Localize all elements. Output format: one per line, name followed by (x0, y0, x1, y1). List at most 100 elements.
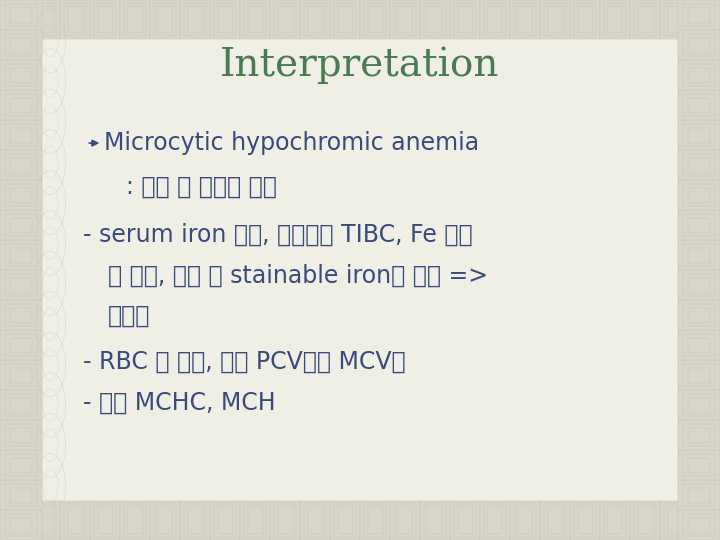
Bar (683, 124, 715, 146)
Bar (688, 517, 710, 532)
Bar (270, 501, 300, 540)
Bar (544, 3, 567, 36)
Bar (688, 368, 710, 382)
Bar (217, 5, 233, 33)
Bar (277, 507, 292, 535)
Bar (688, 488, 710, 503)
Bar (214, 504, 236, 537)
Bar (540, 0, 570, 39)
Bar (683, 4, 715, 26)
Bar (450, 501, 480, 540)
Bar (5, 124, 37, 146)
Bar (10, 368, 32, 382)
Text: Interpretation: Interpretation (220, 46, 500, 84)
Bar (678, 0, 720, 30)
Bar (360, 0, 390, 39)
Bar (600, 501, 630, 540)
Bar (7, 5, 22, 33)
Bar (683, 394, 715, 416)
Bar (690, 501, 720, 540)
Bar (698, 507, 713, 535)
Bar (5, 153, 37, 177)
Bar (518, 507, 533, 535)
Bar (678, 390, 720, 420)
Bar (394, 3, 416, 36)
Bar (277, 5, 292, 33)
Bar (367, 5, 382, 33)
Bar (634, 504, 657, 537)
Bar (10, 278, 32, 293)
Bar (120, 501, 150, 540)
Bar (577, 507, 593, 535)
Bar (120, 0, 150, 39)
Bar (364, 3, 387, 36)
Bar (678, 240, 720, 270)
Bar (10, 37, 32, 52)
Bar (688, 307, 710, 322)
Bar (678, 330, 720, 360)
Bar (10, 247, 32, 262)
Text: - 낙은 MCHC, MCH: - 낙은 MCHC, MCH (83, 390, 276, 414)
Bar (683, 64, 715, 86)
Bar (423, 504, 446, 537)
Bar (577, 5, 593, 33)
Bar (5, 184, 37, 206)
Bar (678, 420, 720, 450)
Bar (10, 517, 32, 532)
Bar (683, 184, 715, 206)
Bar (450, 0, 480, 39)
Bar (68, 507, 83, 535)
Bar (4, 3, 27, 36)
Bar (603, 504, 626, 537)
Bar (688, 428, 710, 442)
Bar (423, 3, 446, 36)
Bar (63, 3, 86, 36)
Bar (683, 303, 715, 326)
Bar (184, 504, 207, 537)
Bar (518, 5, 533, 33)
Bar (274, 504, 297, 537)
Bar (360, 501, 390, 540)
Bar (510, 501, 540, 540)
Bar (0, 180, 42, 210)
Bar (0, 30, 42, 60)
Bar (513, 3, 536, 36)
Bar (5, 244, 37, 266)
Bar (688, 127, 710, 143)
Bar (10, 218, 32, 233)
Bar (688, 158, 710, 172)
Bar (480, 501, 510, 540)
Bar (68, 5, 83, 33)
Bar (5, 484, 37, 507)
Bar (10, 158, 32, 172)
Bar (634, 3, 657, 36)
Bar (338, 507, 353, 535)
Bar (484, 3, 506, 36)
Bar (678, 150, 720, 180)
Bar (457, 507, 472, 535)
Text: : 만성 철 결핀성 빈혈: : 만성 철 결핀성 빈혈 (126, 174, 277, 198)
Bar (0, 450, 42, 480)
Bar (150, 0, 180, 39)
Bar (0, 240, 42, 270)
Bar (5, 274, 37, 296)
Bar (0, 501, 30, 540)
Bar (454, 3, 477, 36)
Bar (390, 0, 420, 39)
Bar (150, 501, 180, 540)
Bar (270, 0, 300, 39)
Bar (667, 507, 683, 535)
Bar (5, 514, 37, 536)
Bar (180, 0, 210, 39)
Bar (5, 454, 37, 476)
Bar (678, 480, 720, 510)
Text: - RBC 수 증가, 낙은 PCV치와 MCV치: - RBC 수 증가, 낙은 PCV치와 MCV치 (83, 350, 405, 374)
Bar (0, 0, 30, 39)
Bar (330, 0, 360, 39)
Bar (394, 504, 416, 537)
Bar (37, 507, 53, 535)
Bar (420, 0, 450, 39)
Bar (683, 514, 715, 536)
Bar (124, 3, 146, 36)
Bar (158, 5, 173, 33)
